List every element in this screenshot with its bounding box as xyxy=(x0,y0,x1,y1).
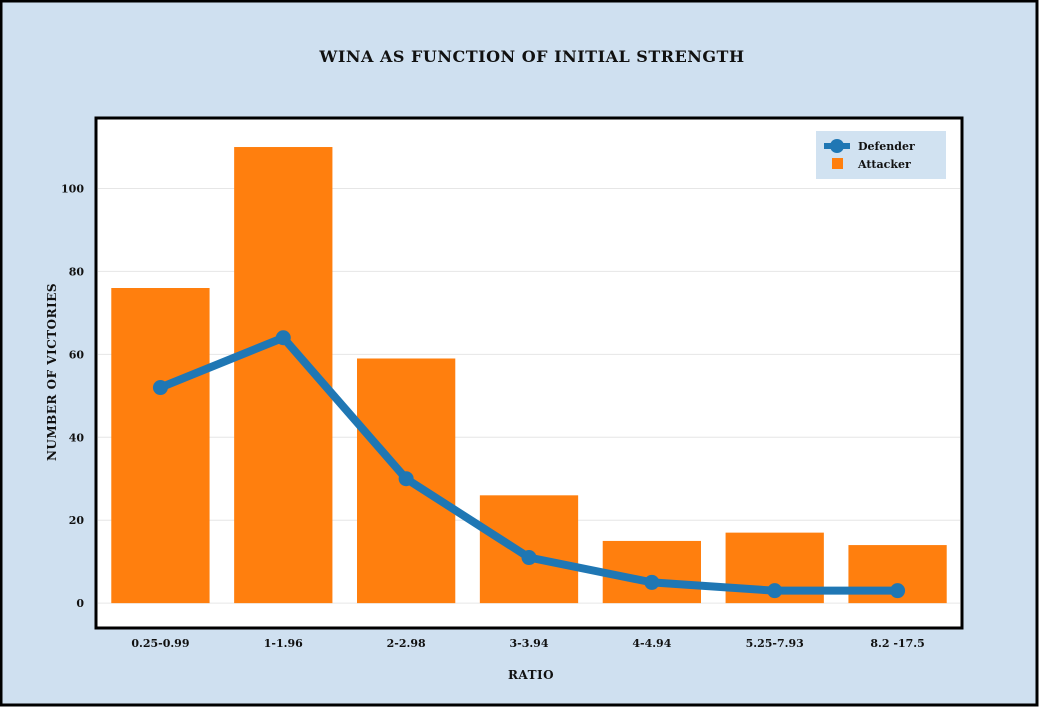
x-tick-label: 4-4.94 xyxy=(632,637,671,650)
y-tick-label: 100 xyxy=(61,182,84,195)
legend-attacker-marker xyxy=(832,158,843,169)
defender-point xyxy=(153,380,168,395)
x-axis-label: RATIO xyxy=(508,668,554,682)
legend-box xyxy=(816,131,946,179)
legend-defender-label: Defender xyxy=(858,140,915,153)
y-tick-label: 0 xyxy=(76,597,84,610)
y-tick-label: 60 xyxy=(69,348,85,361)
x-tick-label: 5.25-7.93 xyxy=(746,637,804,650)
defender-point xyxy=(644,575,659,590)
defender-point xyxy=(767,583,782,598)
y-tick-label: 80 xyxy=(69,265,85,278)
legend-defender-dot xyxy=(830,139,844,153)
legend: Defender Attacker xyxy=(816,131,946,179)
defender-point xyxy=(522,550,537,565)
chart-title: WINA AS FUNCTION OF INITIAL STRENGTH xyxy=(318,47,744,66)
legend-attacker-label: Attacker xyxy=(857,158,911,171)
y-axis-label: NUMBER OF VICTORIES xyxy=(45,283,59,461)
x-tick-label: 1-1.96 xyxy=(264,637,303,650)
attacker-bar xyxy=(480,495,578,603)
attacker-bar xyxy=(111,288,209,603)
x-tick-label: 2-2.98 xyxy=(387,637,426,650)
y-tick-label: 20 xyxy=(69,514,85,527)
y-tick-label: 40 xyxy=(69,431,85,444)
x-tick-label: 0.25-0.99 xyxy=(131,637,189,650)
defender-point xyxy=(890,583,905,598)
x-tick-label: 8.2 -17.5 xyxy=(870,637,924,650)
defender-point xyxy=(399,471,414,486)
x-tick-label: 3-3.94 xyxy=(509,637,548,650)
defender-point xyxy=(276,330,291,345)
